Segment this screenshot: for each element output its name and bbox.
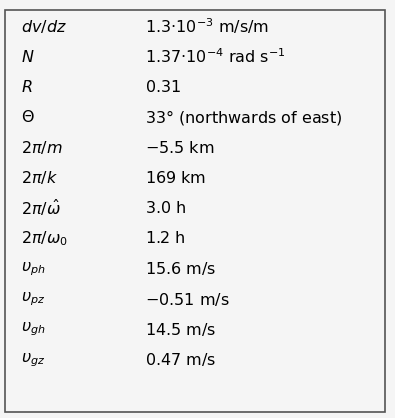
- Text: $0.31$: $0.31$: [145, 79, 181, 95]
- Text: $2\pi/k$: $2\pi/k$: [21, 169, 58, 186]
- Text: $15.6$ m/s: $15.6$ m/s: [145, 260, 216, 277]
- Text: $33°$ (northwards of east): $33°$ (northwards of east): [145, 108, 342, 127]
- Text: $R$: $R$: [21, 79, 32, 95]
- Text: $1.37{\cdot}10^{-4}$ rad s$^{-1}$: $1.37{\cdot}10^{-4}$ rad s$^{-1}$: [145, 47, 286, 66]
- FancyBboxPatch shape: [5, 10, 385, 413]
- Text: $3.0$ h: $3.0$ h: [145, 200, 186, 216]
- Text: $1.2$ h: $1.2$ h: [145, 230, 185, 247]
- Text: $14.5$ m/s: $14.5$ m/s: [145, 321, 216, 338]
- Text: $\upsilon_{gh}$: $\upsilon_{gh}$: [21, 321, 45, 338]
- Text: $-5.5$ km: $-5.5$ km: [145, 140, 214, 155]
- Text: $1.3{\cdot}10^{-3}$ m/s/m: $1.3{\cdot}10^{-3}$ m/s/m: [145, 16, 269, 36]
- Text: $169$ km: $169$ km: [145, 170, 206, 186]
- Text: $2\pi/m$: $2\pi/m$: [21, 139, 62, 156]
- Text: $-0.51$ m/s: $-0.51$ m/s: [145, 291, 229, 308]
- Text: $2\pi/\omega_0$: $2\pi/\omega_0$: [21, 229, 68, 248]
- Text: $\upsilon_{gz}$: $\upsilon_{gz}$: [21, 351, 45, 369]
- Text: $\upsilon_{ph}$: $\upsilon_{ph}$: [21, 260, 45, 278]
- Text: $0.47$ m/s: $0.47$ m/s: [145, 351, 216, 368]
- Text: $\upsilon_{pz}$: $\upsilon_{pz}$: [21, 291, 45, 308]
- Text: $dv/dz$: $dv/dz$: [21, 18, 67, 35]
- Text: $2\pi/\hat{\omega}$: $2\pi/\hat{\omega}$: [21, 198, 61, 218]
- Text: $\Theta$: $\Theta$: [21, 109, 34, 125]
- Text: $N$: $N$: [21, 48, 34, 65]
